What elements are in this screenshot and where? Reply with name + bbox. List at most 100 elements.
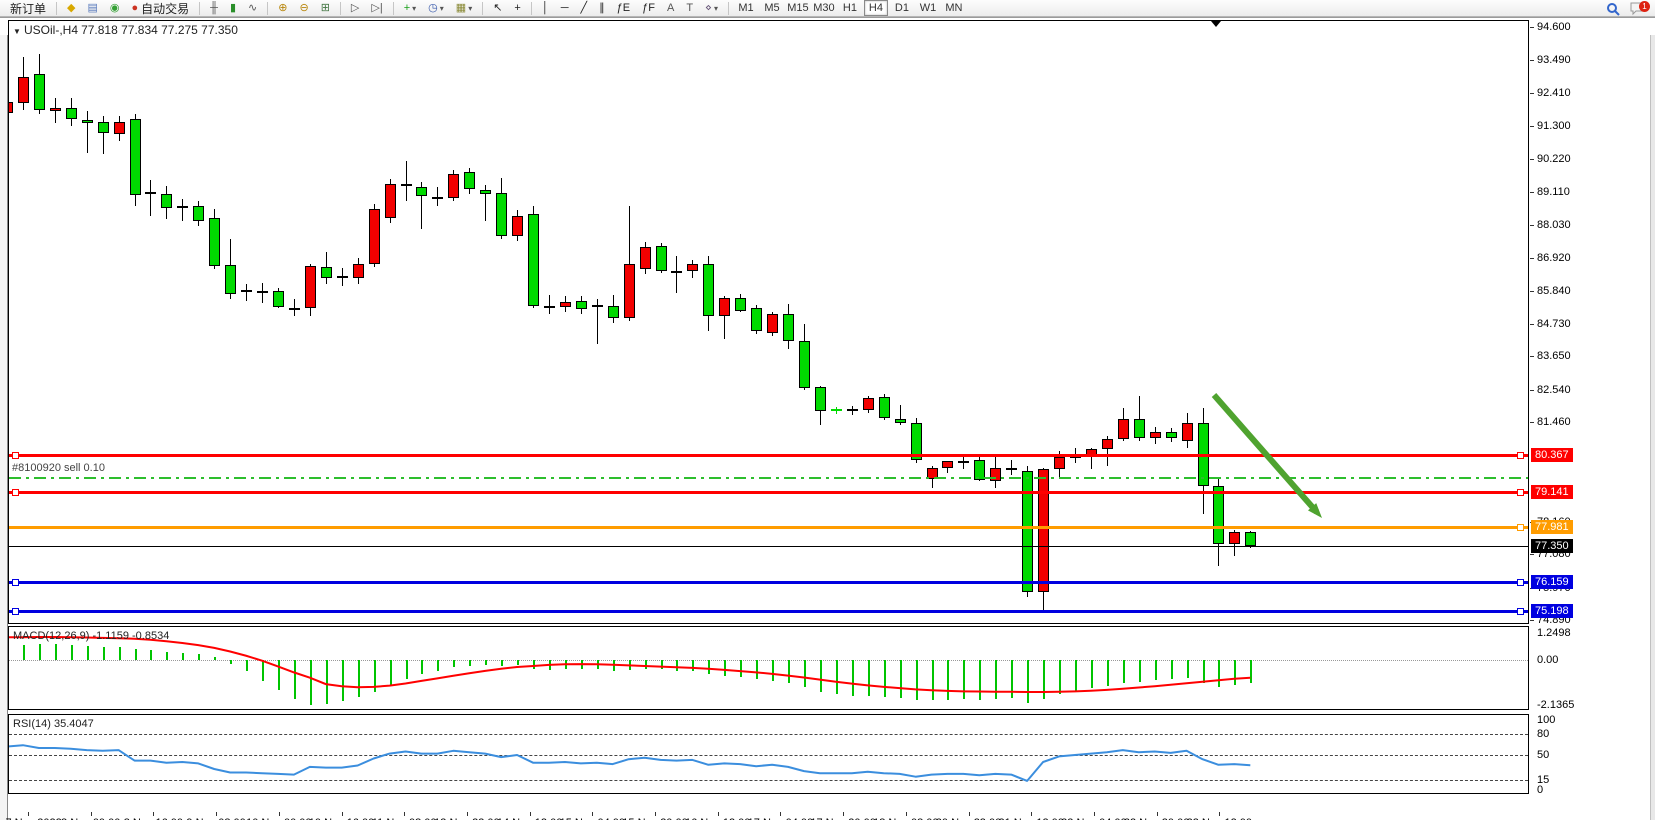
macd-histogram-bar	[788, 659, 791, 684]
price-axis-tick	[1530, 620, 1534, 622]
time-axis-tick	[717, 812, 719, 816]
candle-body	[751, 308, 763, 332]
resistance-line-2-left-handle[interactable]	[12, 489, 19, 497]
price-chart-pane[interactable]: ▼ USOil-,H4 77.818 77.834 77.275 77.350 …	[8, 20, 1529, 624]
chart-shift-marker[interactable]	[1211, 21, 1221, 27]
candle-wick	[437, 187, 439, 207]
price-axis-tick-label: 81.460	[1537, 416, 1571, 429]
resistance-line-2[interactable]	[9, 491, 1528, 495]
tile-windows-icon: ⊞	[320, 1, 330, 14]
timeframe-d1-button[interactable]: D1	[894, 2, 909, 14]
new-order-label: 新订单	[10, 1, 47, 16]
timeframe-m15-button[interactable]: M15	[787, 2, 809, 14]
price-axis[interactable]: 94.600 93.490 92.410 91.300 90.220 89.110 88.0…	[1530, 20, 1650, 815]
horizontal-line-button[interactable]: ─	[556, 0, 574, 17]
vertical-line-icon: │	[541, 1, 549, 14]
candle-body	[464, 172, 476, 190]
profiles-button[interactable]: ▤	[82, 0, 102, 17]
rsi-axis-label: 0	[1537, 784, 1544, 796]
chart-shift-button[interactable]: ▷|	[366, 0, 387, 17]
indicators-button[interactable]: + ▾	[399, 0, 421, 17]
fibonacci-button[interactable]: ƒE	[612, 0, 635, 17]
support-line-blue-2-left-handle[interactable]	[12, 607, 19, 615]
zoom-in-button[interactable]: ⊕	[273, 0, 292, 17]
rsi-indicator-pane[interactable]: RSI(14) 35.4047	[8, 714, 1529, 794]
trendline-button[interactable]: ╱	[576, 0, 593, 17]
support-line-orange-right-handle[interactable]	[1517, 524, 1524, 532]
auto-scroll-button[interactable]: ▷	[346, 0, 364, 17]
candle-body	[225, 264, 237, 295]
support-line-blue-2-right-handle[interactable]	[1517, 607, 1524, 615]
timeframe-w1-button[interactable]: W1	[919, 2, 937, 14]
periods-button[interactable]: ◷ ▾	[423, 0, 449, 17]
macd-histogram-bar	[740, 659, 743, 678]
trade-label: #8100920 sell 0.10	[12, 462, 105, 474]
macd-histogram-bar	[262, 659, 265, 681]
text-button[interactable]: A	[662, 0, 679, 17]
macd-indicator-pane[interactable]: MACD(12,26,9) -1.1159 -0.8534	[8, 626, 1529, 710]
open-trade-line[interactable]	[9, 477, 1528, 480]
support-line-blue-1-right-handle[interactable]	[1517, 578, 1524, 586]
line-chart-style-button[interactable]: ∿	[243, 0, 262, 17]
price-label-badge: 76.159	[1531, 574, 1573, 589]
time-axis[interactable]: 7 Nov 20228 Nov 00:00 8 Nov 16:009 Nov 08…	[5, 812, 1529, 820]
new-order-button[interactable]: 新订单	[5, 0, 51, 17]
candle-body	[17, 76, 29, 104]
notifications-button[interactable]: 1	[1629, 1, 1651, 17]
vertical-line-button[interactable]: │	[537, 0, 554, 17]
macd-histogram-bar	[437, 659, 440, 671]
resistance-line-1[interactable]	[9, 454, 1528, 458]
tile-windows-button[interactable]: ⊞	[316, 0, 335, 17]
candle-wick	[86, 110, 88, 154]
text-label-button[interactable]: T	[681, 0, 698, 17]
templates-button[interactable]: ▦ ▾	[451, 0, 477, 17]
candle-body	[480, 190, 492, 194]
timeframe-mn-button[interactable]: MN	[945, 2, 963, 14]
chart-title: ▼ USOil-,H4 77.818 77.834 77.275 77.350	[13, 23, 238, 37]
alerts-button[interactable]: ◉	[105, 0, 125, 17]
dropdown-arrow-icon: ▾	[412, 3, 417, 13]
zoom-out-button[interactable]: ⊖	[294, 0, 313, 17]
crosshair-button[interactable]: +	[509, 0, 525, 17]
search-button[interactable]	[1605, 2, 1623, 17]
time-axis-label: 7 Nov 2022	[5, 817, 61, 820]
timeframe-h4-button[interactable]: H4	[863, 0, 888, 16]
resistance-line-2-right-handle[interactable]	[1517, 489, 1524, 497]
crosshair-icon: +	[514, 1, 521, 14]
trendline-icon: ╱	[580, 1, 588, 14]
cursor-button[interactable]: ↖	[488, 0, 507, 17]
support-line-blue-2[interactable]	[9, 609, 1528, 613]
fibonacci-expansion-button[interactable]: ƒF	[637, 0, 660, 17]
macd-histogram-bar	[421, 659, 424, 675]
timeframe-h1-button[interactable]: H1	[842, 2, 857, 14]
macd-histogram-bar	[867, 659, 870, 697]
candle-body	[65, 107, 77, 120]
autotrading-button[interactable]: ● 自动交易	[127, 0, 195, 17]
rsi-axis-label: 15	[1537, 773, 1550, 786]
resistance-line-1-right-handle[interactable]	[1517, 452, 1524, 460]
candlestick-style-button[interactable]: ▮	[225, 0, 241, 17]
zoom-out-icon: ⊖	[299, 1, 309, 14]
timeframe-m30-button[interactable]: M30	[813, 2, 835, 14]
macd-axis-label: 1.2498	[1537, 626, 1571, 639]
timeframe-m5-button[interactable]: M5	[764, 2, 780, 14]
channel-button[interactable]: ∥	[594, 0, 610, 17]
price-axis-tick	[1530, 92, 1534, 94]
timeframe-m1-button[interactable]: M1	[738, 2, 754, 14]
symbol-dropdown-icon[interactable]: ▼	[13, 27, 21, 36]
bar-chart-style-button[interactable]: ╫	[205, 0, 223, 17]
support-line-orange[interactable]	[9, 526, 1528, 530]
support-line-blue-1-left-handle[interactable]	[12, 578, 19, 586]
arrows-button[interactable]: ⋄ ▾	[700, 0, 723, 17]
new-chart-button[interactable]: ◆	[62, 0, 80, 17]
trend-arrow-object[interactable]	[9, 21, 1528, 623]
resistance-line-1-left-handle[interactable]	[12, 452, 19, 460]
macd-histogram-bar	[1138, 659, 1141, 682]
rsi-label: RSI(14) 35.4047	[13, 718, 94, 730]
current-price-line[interactable]	[9, 546, 1528, 548]
price-axis-tick	[1530, 60, 1534, 62]
support-line-blue-1[interactable]	[9, 580, 1528, 584]
time-axis-tick	[905, 812, 907, 816]
candle-body	[1245, 531, 1257, 547]
channel-icon: ∥	[599, 1, 605, 14]
